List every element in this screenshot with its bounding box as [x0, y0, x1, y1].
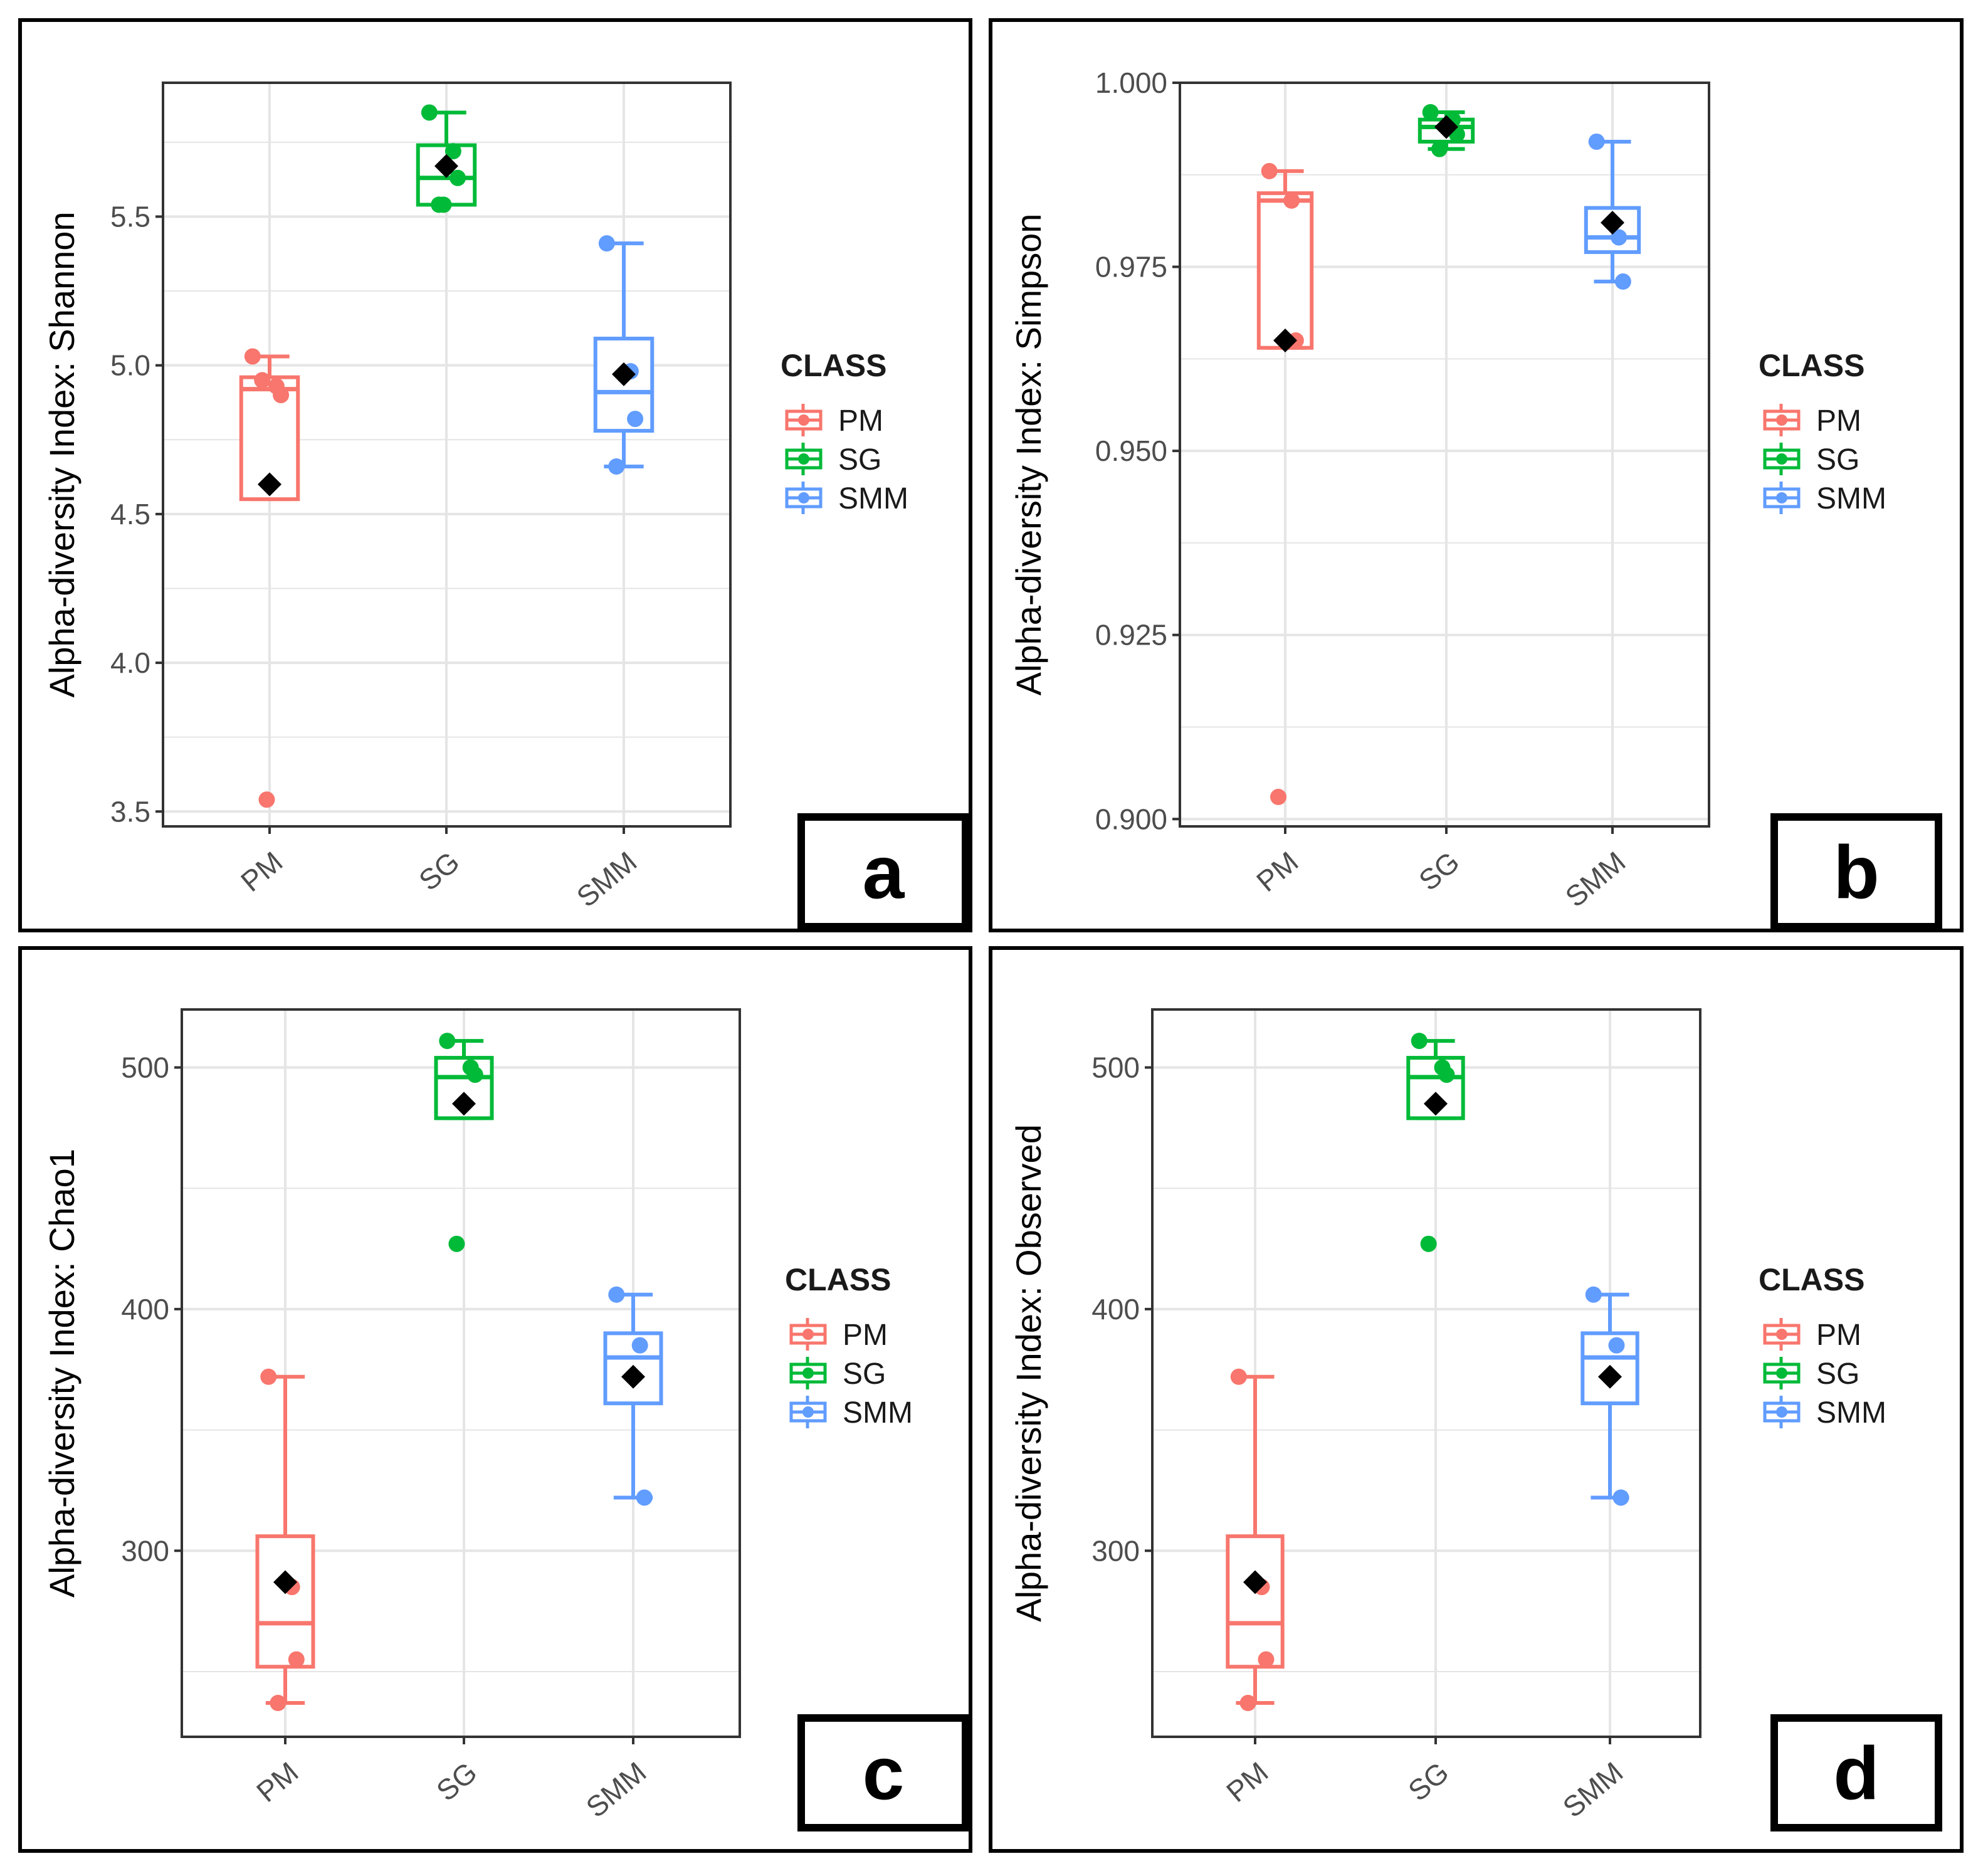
data-point: [467, 1067, 483, 1083]
data-point: [627, 411, 643, 427]
box-iqr: [1228, 1536, 1282, 1667]
data-point: [1589, 134, 1605, 150]
legend-key-point: [798, 453, 809, 465]
data-point: [421, 104, 438, 120]
legend-key-point: [802, 1406, 814, 1418]
y-tick-label: 5.5: [110, 200, 150, 233]
data-point: [1411, 1033, 1428, 1049]
panel-tag-label: c: [863, 1732, 905, 1816]
box-iqr: [258, 1536, 313, 1667]
y-tick-label: 0.975: [1095, 251, 1167, 283]
data-point: [1438, 1067, 1454, 1083]
data-point: [599, 235, 615, 251]
data-point: [1421, 1236, 1437, 1252]
data-point: [435, 197, 451, 213]
y-tick-label: 5.0: [110, 349, 150, 382]
y-axis-label: Alpha-diversity Index: Observed: [1009, 1124, 1048, 1622]
data-point: [608, 1287, 624, 1303]
data-point: [1283, 192, 1300, 209]
alpha-diversity-figure: 3.5 4.0 4.5 5.0 5.5 Alpha-diversity Index: Sh…: [0, 0, 1988, 1876]
data-point: [1240, 1695, 1256, 1711]
data-point: [1261, 163, 1278, 179]
box-sg: [1420, 104, 1473, 157]
data-point: [439, 1033, 455, 1049]
legend-label: SG: [843, 1357, 886, 1391]
data-point: [288, 1652, 305, 1668]
data-point: [1423, 104, 1439, 120]
legend-label: SG: [1816, 1357, 1859, 1391]
legend-label: PM: [1816, 1319, 1861, 1352]
legend-label: SMM: [1816, 1396, 1886, 1430]
y-tick-label: 0.925: [1095, 619, 1167, 651]
y-tick-label: 500: [1091, 1051, 1140, 1083]
data-point: [1586, 1287, 1602, 1303]
data-point: [258, 791, 275, 808]
y-tick-label: 0.950: [1095, 435, 1167, 467]
data-point: [254, 372, 270, 388]
data-point: [245, 348, 261, 364]
data-point: [608, 458, 624, 475]
y-axis-label: Alpha-diversity Index: Chao1: [42, 1149, 82, 1598]
data-point: [1608, 1337, 1624, 1354]
legend-label: SG: [838, 443, 881, 477]
legend-key-point: [1776, 1406, 1787, 1418]
data-point: [1615, 273, 1631, 290]
legend-label: PM: [1816, 404, 1861, 438]
data-point: [1270, 789, 1286, 805]
y-tick-label: 0.900: [1095, 803, 1167, 835]
legend-title: CLASS: [1759, 348, 1864, 383]
data-point: [448, 1236, 465, 1252]
panel-tag-label: a: [863, 831, 905, 915]
legend-key-point: [1776, 1329, 1787, 1340]
box-iqr: [1259, 193, 1312, 348]
data-point: [1231, 1369, 1247, 1385]
data-point: [636, 1489, 653, 1505]
y-tick-label: 3.5: [110, 795, 150, 828]
data-point: [1258, 1652, 1274, 1668]
panel-tag-label: d: [1833, 1732, 1879, 1816]
y-tick-label: 400: [121, 1293, 169, 1325]
data-point: [270, 1695, 286, 1711]
y-tick-label: 4.5: [110, 498, 150, 530]
legend-key-point: [798, 414, 809, 426]
legend-label: PM: [843, 1319, 888, 1352]
legend-title: CLASS: [781, 348, 886, 383]
legend-label: SMM: [843, 1396, 913, 1430]
y-tick-label: 400: [1091, 1293, 1140, 1325]
y-tick-label: 500: [121, 1051, 169, 1083]
data-point: [260, 1369, 276, 1385]
y-tick-label: 300: [121, 1534, 169, 1567]
legend-key-point: [802, 1329, 814, 1340]
y-tick-label: 1.000: [1095, 66, 1167, 99]
panel-tag-label: b: [1833, 831, 1879, 915]
legend-key-point: [1776, 414, 1787, 426]
legend-key-point: [1776, 492, 1787, 503]
data-point: [1612, 1489, 1629, 1505]
legend-label: SG: [1816, 443, 1859, 477]
y-axis-label: Alpha-diversity Index: Shannon: [42, 211, 82, 697]
data-point: [632, 1337, 648, 1354]
data-point: [273, 387, 289, 403]
y-axis-label: Alpha-diversity Index: Simpson: [1009, 214, 1048, 696]
data-point: [1431, 141, 1448, 157]
legend-key-point: [1776, 1367, 1787, 1379]
legend-key-point: [802, 1367, 814, 1379]
legend-title: CLASS: [785, 1262, 891, 1297]
y-tick-label: 4.0: [110, 646, 150, 679]
legend-key-point: [798, 492, 809, 503]
legend-label: PM: [838, 404, 883, 438]
legend-title: CLASS: [1759, 1262, 1864, 1297]
legend-key-point: [1776, 453, 1787, 465]
legend-label: SMM: [1816, 482, 1886, 515]
legend-label: SMM: [838, 482, 908, 515]
y-tick-label: 300: [1091, 1534, 1140, 1567]
